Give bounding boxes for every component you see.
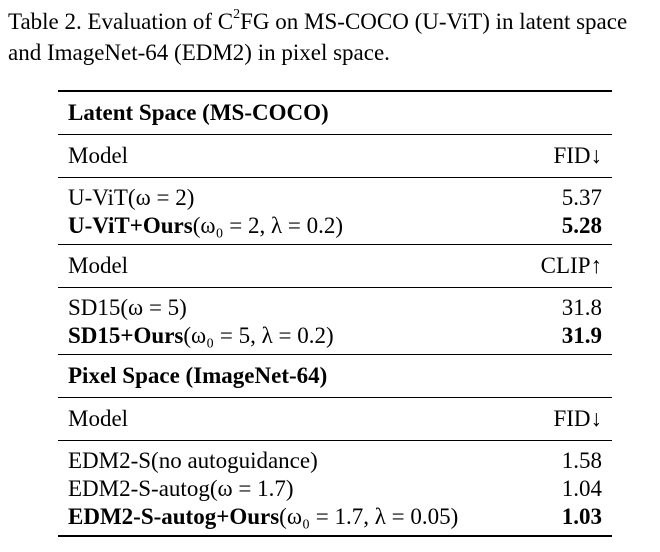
model-column-header: Model (58, 397, 521, 441)
column-header-row: Model FID↓ (58, 134, 612, 178)
model-name-bold: SD15+Ours (68, 323, 184, 348)
model-name-bold: U-ViT+Ours (68, 213, 193, 238)
clip-column-header: CLIP↑ (520, 244, 612, 288)
section-title: Pixel Space (ImageNet-64) (58, 354, 612, 398)
column-header-row: Model CLIP↑ (58, 244, 612, 288)
section-header-pixel: Pixel Space (ImageNet-64) (58, 354, 612, 398)
table-row: SD15(ω = 5) 31.8 (58, 288, 612, 323)
table-row: SD15+Ours(ω₀ = 5, λ = 0.2) 31.9 (58, 322, 612, 355)
value-cell: 31.8 (561, 295, 602, 320)
value-cell: 5.37 (561, 185, 602, 210)
model-cell: U-ViT+Ours(ω₀ = 2, λ = 0.2) (58, 212, 521, 245)
model-params: (ω₀ = 5, λ = 0.2) (183, 323, 334, 348)
table-row: EDM2-S-autog+Ours(ω₀ = 1.7, λ = 0.05) 1.… (58, 503, 612, 537)
model-cell: EDM2-S-autog+Ours(ω₀ = 1.7, λ = 0.05) (58, 503, 521, 537)
value-cell: 1.04 (561, 476, 602, 501)
model-params: (ω₀ = 1.7, λ = 0.05) (279, 504, 459, 529)
model-name-bold: EDM2-S-autog+Ours (68, 504, 280, 529)
value-cell: 1.58 (561, 448, 602, 473)
model-column-header: Model (58, 134, 521, 178)
results-table: Latent Space (MS-COCO) Model FID↓ U-ViT(… (58, 90, 612, 537)
table-row: EDM2-S(no autoguidance) 1.58 (58, 441, 612, 476)
value-cell-best: 1.03 (520, 503, 612, 537)
model-cell: EDM2-S(no autoguidance) (68, 448, 318, 473)
table-caption: Table 2. Evaluation of C2FG on MS-COCO (… (8, 6, 656, 68)
fid-column-header: FID↓ (520, 134, 612, 178)
column-header-row: Model FID↓ (58, 397, 612, 441)
model-cell: SD15(ω = 5) (68, 295, 187, 320)
table-row: EDM2-S-autog(ω = 1.7) 1.04 (58, 475, 612, 503)
model-params: (ω₀ = 2, λ = 0.2) (192, 213, 344, 238)
table-row: U-ViT+Ours(ω₀ = 2, λ = 0.2) 5.28 (58, 212, 612, 245)
section-header-latent: Latent Space (MS-COCO) (58, 90, 612, 135)
model-column-header: Model (58, 244, 521, 288)
caption-superscript: 2 (233, 7, 241, 23)
model-cell: U-ViT(ω = 2) (68, 185, 195, 210)
fid-column-header: FID↓ (520, 397, 612, 441)
model-cell: SD15+Ours(ω₀ = 5, λ = 0.2) (58, 322, 521, 355)
table-row: U-ViT(ω = 2) 5.37 (58, 178, 612, 213)
caption-suffix: FG on MS-COCO (U-ViT) in latent space an… (8, 9, 628, 65)
section-title: Latent Space (MS-COCO) (58, 90, 612, 135)
value-cell-best: 31.9 (520, 322, 612, 355)
model-cell: EDM2-S-autog(ω = 1.7) (68, 476, 294, 501)
value-cell-best: 5.28 (520, 212, 612, 245)
caption-prefix: Table 2. Evaluation of C (8, 9, 234, 34)
